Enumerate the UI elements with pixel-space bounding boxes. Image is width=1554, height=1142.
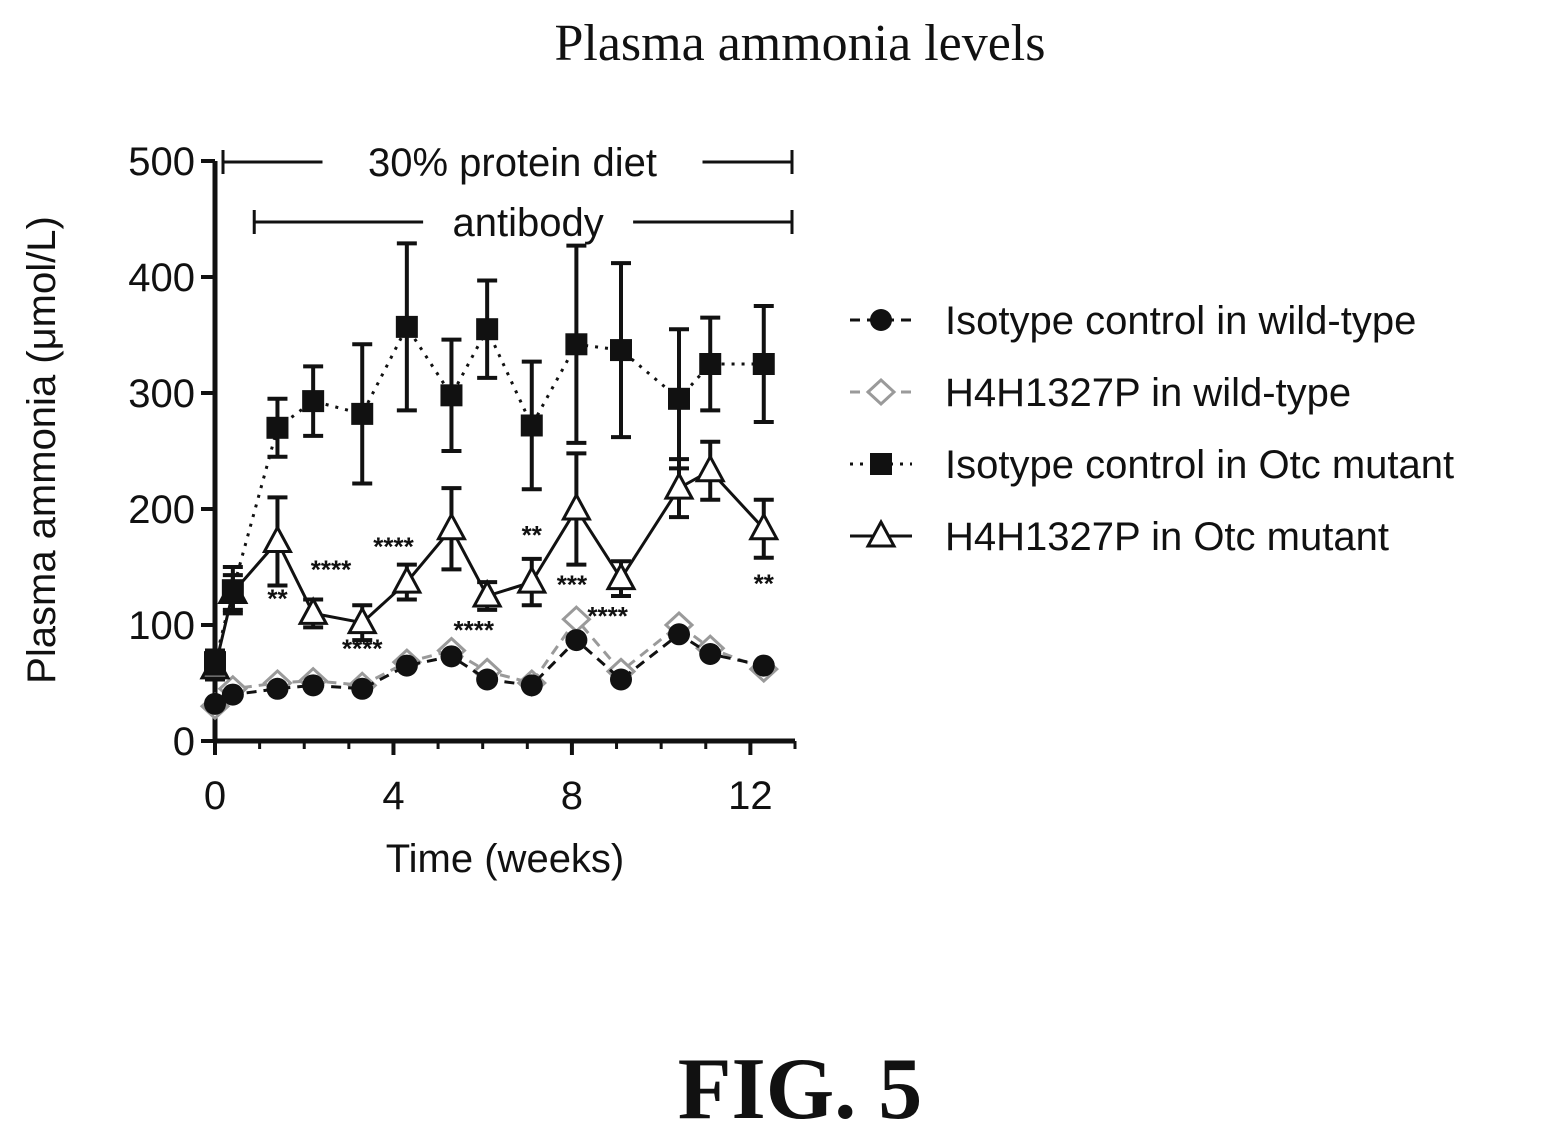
- data-point: [266, 416, 289, 439]
- plot-area: 0 100 200 300 400 500 0 4 8 12 30% protein diet ant…: [128, 140, 797, 818]
- legend-label: Isotype control in wild-type: [945, 299, 1416, 343]
- data-point: [471, 578, 503, 608]
- data-point: [302, 674, 325, 697]
- data-point: [266, 677, 289, 700]
- data-point: [752, 654, 775, 677]
- data-point: [395, 315, 418, 338]
- legend-marker: [865, 518, 897, 548]
- x-tick-label: 4: [382, 774, 404, 818]
- data-point: [610, 668, 632, 691]
- significance-label: ****: [342, 633, 383, 663]
- significance-label: **: [267, 584, 288, 614]
- data-point: [204, 692, 226, 715]
- data-point: [565, 629, 588, 652]
- data-point: [302, 390, 325, 413]
- data-point: [668, 387, 690, 410]
- significance-label: **: [754, 569, 775, 599]
- y-tick-label: 100: [128, 604, 195, 648]
- figure-label: FIG. 5: [678, 1041, 922, 1138]
- data-point: [752, 353, 775, 375]
- significance-label: ****: [587, 601, 628, 631]
- y-tick-label: 500: [128, 140, 195, 184]
- significance-label: ***: [557, 570, 588, 600]
- data-point: [440, 384, 463, 407]
- data-point: [297, 596, 329, 625]
- series-line: [213, 468, 765, 669]
- data-point: [668, 623, 690, 646]
- data-point: [351, 402, 374, 425]
- y-axis-label: Plasma ammonia (μmol/L): [20, 216, 64, 684]
- diet-range-label: 30% protein diet: [368, 141, 657, 185]
- data-point: [560, 491, 592, 521]
- data-point: [520, 414, 543, 437]
- legend-marker: [865, 377, 897, 407]
- data-point: [351, 677, 374, 700]
- data-point: [610, 339, 632, 362]
- data-point: [346, 605, 378, 635]
- data-point: [395, 654, 418, 677]
- data-point: [565, 333, 588, 356]
- data-point: [261, 524, 293, 553]
- data-point: [476, 318, 499, 341]
- data-point: [699, 643, 722, 665]
- data-point: [435, 511, 467, 541]
- y-tick-label: 0: [173, 720, 195, 764]
- data-point: [748, 511, 780, 541]
- legend-label: Isotype control in Otc mutant: [945, 443, 1454, 487]
- significance-label: **: [522, 520, 543, 550]
- data-point: [520, 674, 543, 697]
- x-tick-label: 8: [561, 774, 583, 818]
- chart-title: Plasma ammonia levels: [554, 15, 1045, 72]
- data-point: [694, 453, 726, 483]
- data-point: [391, 564, 423, 594]
- legend-label: H4H1327P in Otc mutant: [945, 515, 1389, 559]
- data-point: [699, 353, 722, 375]
- x-tick-label: 0: [204, 774, 226, 818]
- x-axis-label: Time (weeks): [386, 837, 625, 881]
- data-point: [221, 579, 244, 602]
- y-tick-label: 300: [128, 372, 195, 416]
- legend: Isotype control in wild-type H4H1327P in …: [850, 299, 1454, 559]
- x-tick-label: 12: [728, 774, 773, 818]
- significance-label: ****: [454, 615, 495, 645]
- data-point: [516, 564, 548, 594]
- significance-label: ****: [373, 531, 414, 561]
- y-tick-label: 200: [128, 488, 195, 532]
- data-point: [204, 651, 226, 674]
- legend-label: H4H1327P in wild-type: [945, 371, 1351, 415]
- data-point: [440, 645, 463, 668]
- legend-marker: [870, 453, 892, 475]
- data-point: [663, 470, 695, 500]
- significance-label: ****: [311, 555, 352, 585]
- legend-marker: [870, 309, 892, 331]
- y-tick-label: 400: [128, 256, 195, 300]
- data-point: [221, 683, 244, 706]
- antibody-range-label: antibody: [452, 201, 603, 245]
- data-point: [476, 668, 499, 691]
- data-point: [605, 561, 637, 591]
